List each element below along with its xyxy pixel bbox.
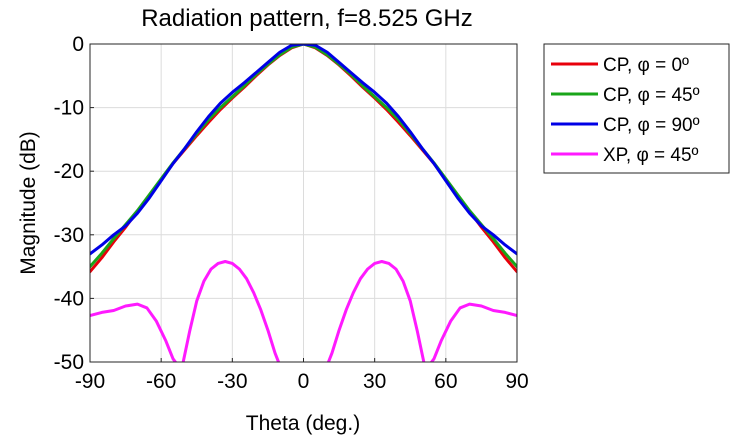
- y-tick-label: 0: [72, 33, 84, 56]
- legend-label-3: XP, φ = 45º: [603, 145, 699, 166]
- y-tick-label: -30: [54, 224, 84, 247]
- x-tick-label: -60: [146, 370, 176, 393]
- x-tick-label: -90: [75, 370, 105, 393]
- x-tick-label: 0: [298, 370, 310, 393]
- legend: CP, φ = 0º CP, φ = 45º CP, φ = 90º XP, φ = …: [543, 43, 730, 174]
- y-tick-label: -10: [54, 97, 84, 120]
- x-tick-label: -30: [217, 370, 247, 393]
- series-layer: [90, 44, 517, 362]
- y-tick-label: -40: [54, 287, 84, 310]
- series-line-2: [90, 44, 517, 256]
- x-tick-label: 60: [434, 370, 457, 393]
- legend-label-2: CP, φ = 90º: [603, 115, 700, 136]
- x-axis-label: Theta (deg.): [246, 412, 360, 435]
- y-axis-label: Magnitude (dB): [17, 131, 40, 275]
- legend-label-1: CP, φ = 45º: [603, 85, 700, 106]
- x-tick-label: 90: [505, 370, 528, 393]
- tick-labels: -90 -60 -30 0 30 60 90 0 -10 -20 -30 -40 -50: [54, 33, 529, 393]
- legend-label-0: CP, φ = 0º: [603, 55, 689, 76]
- y-tick-label: -50: [54, 351, 84, 374]
- series-line-3: [90, 260, 517, 362]
- x-tick-label: 30: [363, 370, 386, 393]
- chart-title: Radiation pattern, f=8.525 GHz: [141, 5, 473, 32]
- y-tick-label: -20: [54, 160, 84, 183]
